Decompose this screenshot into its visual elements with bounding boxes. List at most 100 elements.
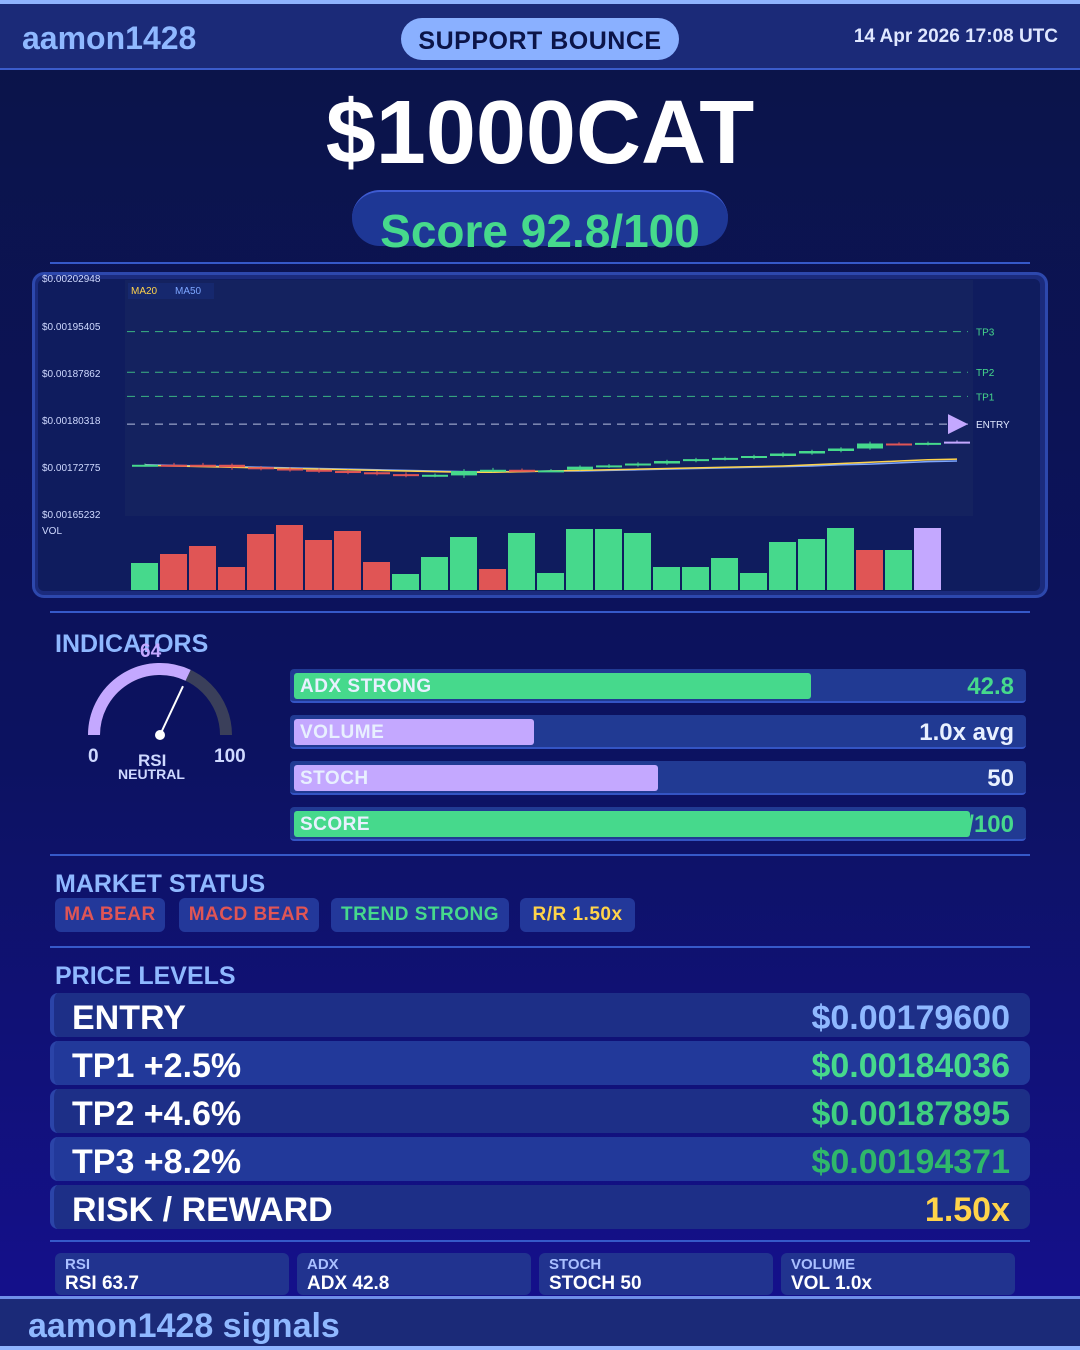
stat-value: STOCH 50: [549, 1273, 642, 1294]
brand-name: aamon1428: [22, 20, 197, 56]
candle-body: [712, 457, 738, 460]
candle-body: [944, 441, 970, 444]
level-price: $0.00194371: [811, 1143, 1010, 1181]
indicator-bar-fill: [294, 811, 970, 837]
level-row-tp1: TP1 +2.5% $0.00184036: [50, 1041, 1030, 1085]
level-row-tp2: TP2 +4.6% $0.00187895: [50, 1089, 1030, 1133]
y-tick-label: $0.00202948: [42, 274, 101, 285]
volume-bar: [624, 533, 651, 590]
volume-bar: [798, 539, 825, 590]
signal-type-badge: SUPPORT BOUNCE: [401, 18, 679, 60]
rsi-gauge-label: RSI: [138, 751, 167, 770]
stat-card-rsi: RSI RSI 63.7: [55, 1253, 289, 1295]
indicator-bar: SCORE/100: [290, 807, 1026, 841]
gauge-pivot: [155, 730, 165, 740]
price-chart: MA20 MA50 $0.00202948 $0.00195405 $0.001…: [42, 274, 1010, 590]
indicator-bar-value: /100: [967, 811, 1014, 838]
candle-body: [915, 442, 941, 445]
candle-body: [132, 464, 158, 467]
candle-body: [770, 453, 796, 457]
gauge-needle: [159, 685, 184, 736]
volume-bar: [827, 528, 854, 590]
y-tick-label: $0.00172775: [42, 463, 101, 474]
volume-bar: [247, 534, 274, 590]
volume-bar: [392, 574, 419, 590]
level-row-entry: ENTRY $0.00179600: [50, 993, 1030, 1037]
divider: [50, 262, 1030, 264]
volume-bar: [160, 554, 187, 590]
timestamp: 14 Apr 2026 17:08 UTC: [853, 26, 1058, 47]
plot-area: [125, 280, 973, 516]
volume-bar: [508, 533, 535, 590]
level-row-tp3: TP3 +8.2% $0.00194371: [50, 1137, 1030, 1181]
candle-body: [625, 463, 651, 466]
footer-bar: aamon1428 signals: [0, 1296, 1080, 1350]
candle-body: [190, 464, 216, 467]
market-status-title: MARKET STATUS: [55, 870, 266, 898]
divider: [50, 1240, 1030, 1242]
y-tick-label: $0.00165232: [42, 510, 101, 521]
level-name: RISK / REWARD: [72, 1191, 333, 1229]
volume-bar: [479, 569, 506, 590]
legend-ma20: MA20: [131, 286, 158, 297]
volume-bar: [334, 531, 361, 590]
divider: [50, 854, 1030, 856]
indicator-bar-value: 1.0x avg: [919, 719, 1014, 746]
rsi-gauge-min: 0: [88, 746, 99, 767]
stat-key: VOLUME: [791, 1256, 856, 1273]
footer-brand: aamon1428 signals: [28, 1307, 340, 1345]
level-row-risk-reward: RISK / REWARD 1.50x: [50, 1185, 1030, 1229]
indicator-bar-value: 50: [987, 765, 1014, 792]
level-name: TP3 +8.2%: [72, 1143, 242, 1181]
indicator-bar-fill: [294, 673, 811, 699]
top-bar: aamon1428 SUPPORT BOUNCE 14 Apr 2026 17:…: [0, 0, 1080, 70]
stat-value: VOL 1.0x: [791, 1273, 872, 1294]
rsi-gauge: [88, 663, 232, 740]
level-name: TP1 +2.5%: [72, 1047, 242, 1085]
candle-body: [654, 461, 680, 464]
candle-body: [161, 464, 187, 467]
score-text: Score 92.8/100: [380, 205, 700, 257]
candle-body: [596, 465, 622, 468]
indicators-title: INDICATORS: [55, 630, 209, 658]
candle-body: [538, 470, 564, 473]
entry-arrow: [948, 414, 968, 435]
status-badge-rr: R/R 1.50x: [520, 898, 635, 932]
divider: [50, 946, 1030, 948]
candle-body: [277, 468, 303, 471]
indicator-bar-label: VOLUME: [300, 722, 385, 743]
candle-body: [567, 466, 593, 470]
candle-body: [335, 471, 361, 474]
candle-body: [364, 472, 390, 475]
level-label: TP3: [976, 328, 995, 339]
stat-value: ADX 42.8: [307, 1273, 390, 1294]
status-badge-macd: MACD BEAR: [179, 898, 319, 932]
stat-key: ADX: [307, 1256, 339, 1273]
indicator-bar: ADX STRONG 42.8: [290, 669, 1026, 703]
indicator-bar-value: 42.8: [967, 673, 1014, 700]
score-pill: [352, 190, 728, 246]
indicator-bar-fill: [294, 719, 534, 745]
volume-bar: [914, 528, 941, 590]
level-label: ENTRY: [976, 420, 1010, 431]
candle-body: [799, 451, 825, 454]
volume-bar: [595, 529, 622, 590]
rsi-gauge-value: 64: [140, 641, 162, 662]
rsi-gauge-max: 100: [214, 746, 246, 767]
gauge-fill: [88, 663, 191, 736]
volume-bar: [682, 567, 709, 590]
candle-body: [422, 474, 448, 477]
volume-bar: [305, 540, 332, 590]
volume-bar: [566, 529, 593, 590]
indicator-bar-label: STOCH: [300, 768, 369, 789]
stat-card-volume: VOLUME VOL 1.0x: [781, 1253, 1015, 1295]
volume-bar: [131, 563, 158, 590]
volume-bar: [537, 573, 564, 590]
legend-ma50: MA50: [175, 286, 202, 297]
candle-body: [509, 469, 535, 472]
divider: [50, 611, 1030, 613]
stat-value: RSI 63.7: [65, 1273, 139, 1294]
volume-bar: [450, 537, 477, 590]
candle-body: [857, 443, 883, 449]
volume-bar: [740, 573, 767, 590]
